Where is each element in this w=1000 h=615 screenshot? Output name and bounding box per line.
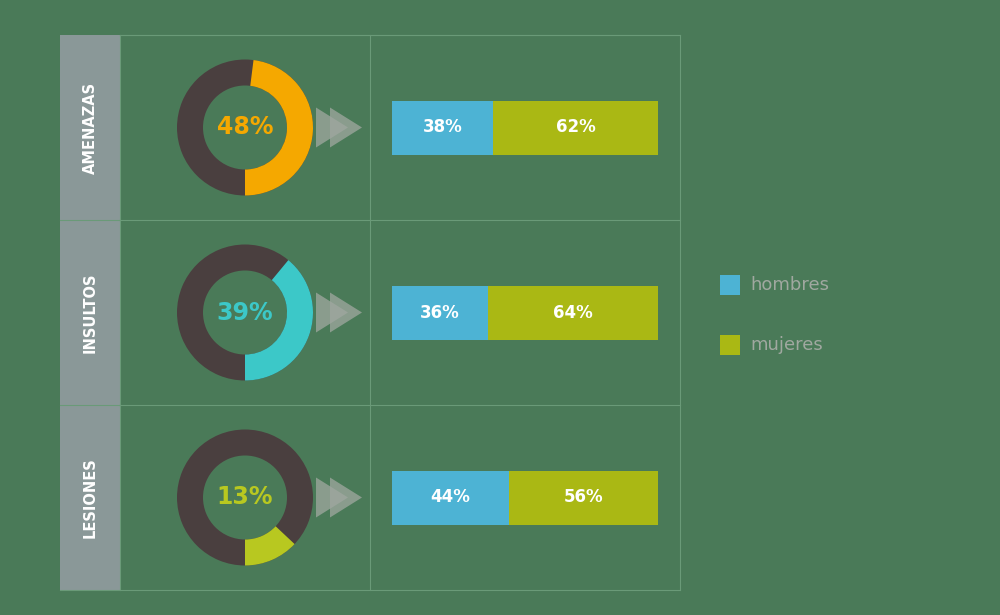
Wedge shape — [245, 526, 295, 566]
Bar — [392, 470, 509, 525]
Bar — [60, 405, 120, 590]
Wedge shape — [177, 429, 313, 566]
Bar — [60, 220, 120, 405]
Text: AMENAZAS: AMENAZAS — [82, 81, 98, 173]
Text: 48%: 48% — [217, 116, 273, 140]
Text: 64%: 64% — [553, 303, 593, 322]
Bar — [392, 100, 493, 154]
Polygon shape — [316, 477, 348, 517]
Bar — [509, 470, 658, 525]
Text: INSULTOS: INSULTOS — [82, 272, 98, 353]
Polygon shape — [330, 108, 362, 148]
Text: 36%: 36% — [420, 303, 460, 322]
Bar — [720, 274, 740, 295]
Text: mujeres: mujeres — [750, 336, 823, 354]
Polygon shape — [330, 293, 362, 333]
Polygon shape — [316, 293, 348, 333]
Bar — [60, 35, 120, 220]
Text: 38%: 38% — [423, 119, 462, 137]
Polygon shape — [330, 477, 362, 517]
Bar — [488, 285, 658, 339]
Wedge shape — [245, 60, 313, 196]
Bar — [392, 285, 488, 339]
Wedge shape — [177, 60, 313, 196]
Polygon shape — [316, 108, 348, 148]
Text: LESIONES: LESIONES — [82, 457, 98, 538]
Wedge shape — [245, 260, 313, 381]
Text: 62%: 62% — [556, 119, 595, 137]
Text: 44%: 44% — [431, 488, 470, 507]
Text: 56%: 56% — [564, 488, 603, 507]
Text: 39%: 39% — [217, 301, 273, 325]
Text: hombres: hombres — [750, 276, 829, 293]
Wedge shape — [177, 245, 313, 381]
Bar — [720, 335, 740, 354]
Text: 13%: 13% — [217, 485, 273, 509]
Bar — [493, 100, 658, 154]
